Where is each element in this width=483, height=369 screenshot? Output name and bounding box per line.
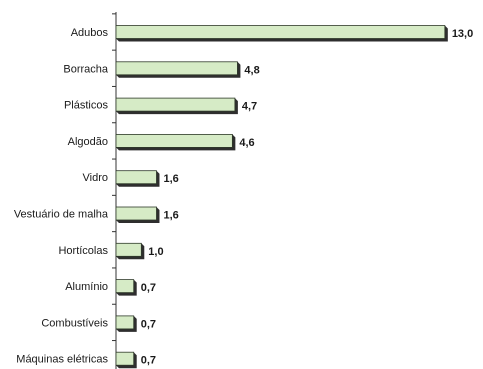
value-label-8: 0,7	[141, 318, 156, 330]
category-label-8: Combustíveis	[41, 317, 108, 329]
category-label-3: Algodão	[68, 136, 108, 148]
value-label-5: 1,6	[163, 210, 178, 222]
value-label-9: 0,7	[141, 355, 156, 367]
value-label-6: 1,0	[148, 246, 163, 258]
bar-9	[115, 351, 135, 366]
bar-2	[115, 97, 236, 112]
bar-6	[115, 242, 142, 257]
category-label-4: Vidro	[83, 172, 108, 184]
category-label-6: Hortícolas	[58, 245, 108, 257]
bar-3	[115, 133, 233, 148]
bar-1	[115, 61, 238, 76]
value-label-4: 1,6	[163, 173, 178, 185]
bar-shadow-8	[116, 315, 137, 332]
bar-shadow-0	[116, 25, 448, 42]
value-label-1: 4,8	[244, 64, 259, 76]
value-label-7: 0,7	[141, 282, 156, 294]
bar-5	[115, 206, 157, 221]
category-label-0: Adubos	[71, 27, 109, 39]
category-label-5: Vestuário de malha	[14, 209, 109, 221]
category-label-7: Alumínio	[65, 281, 108, 293]
bar-shadow-4	[116, 170, 160, 187]
bar-shadow-5	[116, 207, 160, 223]
value-label-3: 4,6	[239, 137, 254, 149]
bar-0	[115, 25, 446, 39]
value-label-2: 4,7	[242, 101, 257, 113]
category-label-9: Máquinas elétricas	[16, 354, 108, 366]
bar-shadow-9	[116, 352, 137, 369]
category-label-1: Borracha	[63, 63, 109, 75]
category-label-2: Plásticos	[64, 100, 109, 112]
bar-shadow-2	[116, 98, 238, 115]
bar-shadow-7	[116, 279, 137, 296]
bar-7	[115, 279, 135, 294]
bar-shadow-3	[116, 134, 236, 151]
bar-4	[115, 170, 157, 185]
bar-shadow-1	[116, 61, 241, 78]
value-label-0: 13,0	[452, 28, 473, 40]
bar-8	[115, 315, 135, 330]
